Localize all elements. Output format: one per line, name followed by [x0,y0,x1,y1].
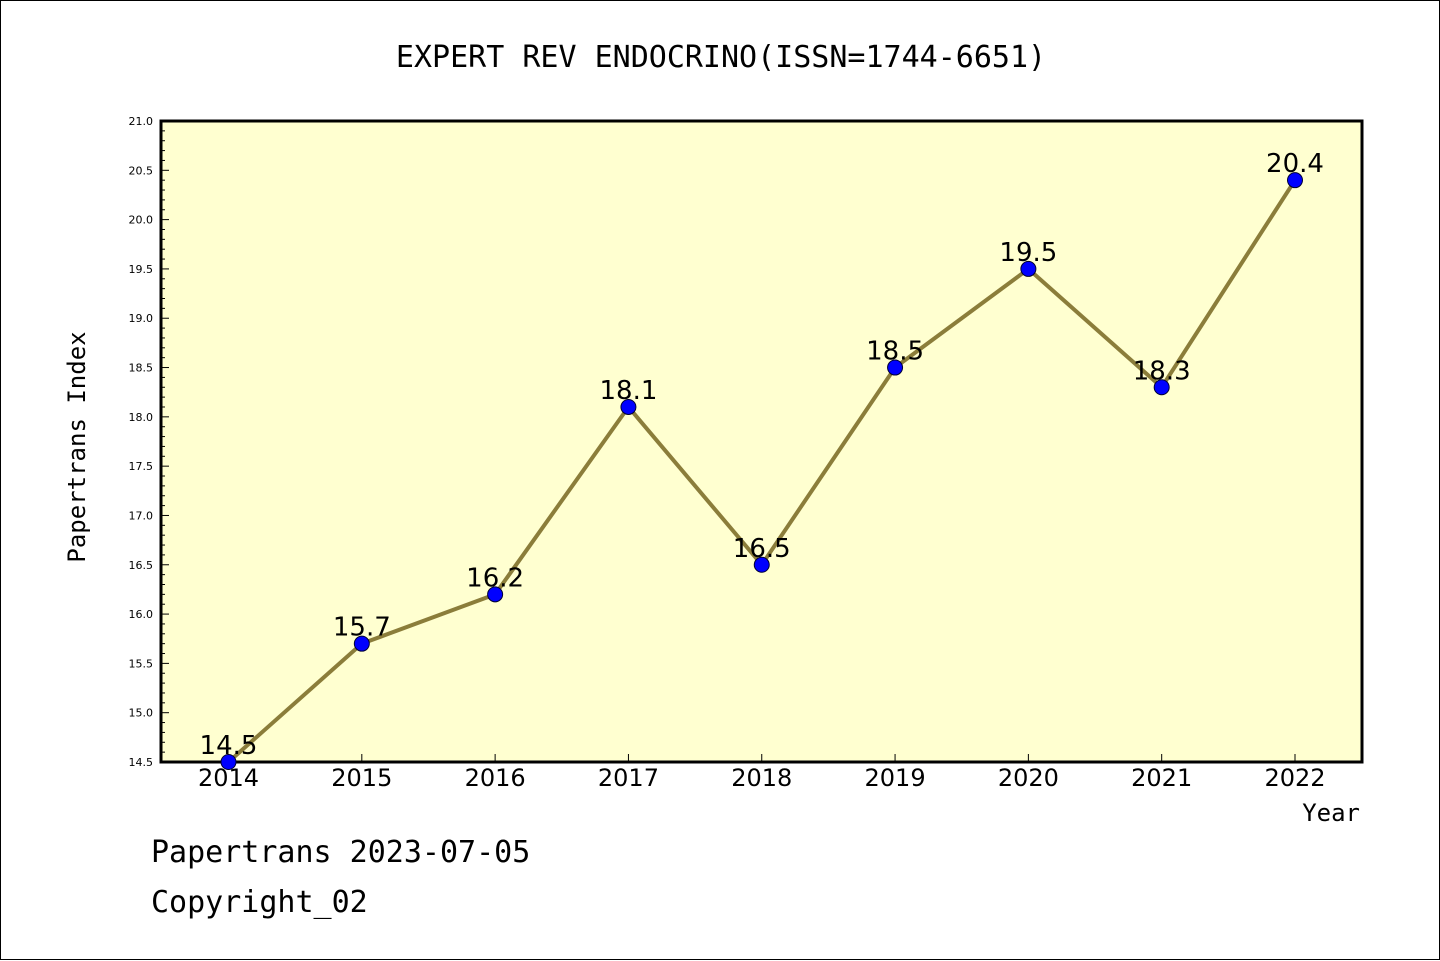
data-label: 18.3 [1133,356,1191,386]
data-labels: 14.5 15.7 16.2 18.1 16.5 18.5 19.5 18.3 20.4 [200,149,1324,761]
y-tick-label: 19.5 [129,263,154,276]
y-axis: 14.5 15.0 15.5 16.0 16.5 17.0 17.5 18.0 18.5 19.0… [129,115,169,769]
data-point [887,359,904,376]
y-tick-label: 20.0 [129,214,154,227]
data-point [487,586,504,603]
data-label: 20.4 [1266,149,1324,179]
data-label: 14.5 [200,731,258,761]
y-tick-label: 16.5 [129,559,154,572]
y-tick-label: 18.5 [129,362,154,375]
data-label: 19.5 [999,238,1057,268]
data-point [1153,379,1170,396]
plot-area [159,119,1364,764]
y-tick-label: 21.0 [129,115,154,128]
data-points [220,172,1303,770]
y-axis-label: Papertrans Index [63,331,91,562]
data-label: 16.2 [466,563,524,593]
data-label: 18.1 [599,376,657,406]
x-axis: 2014 2015 2016 2017 2018 2019 2020 2021 2022 [198,754,1326,792]
y-tick-label: 19.0 [129,312,154,325]
x-tick-label: 2021 [1131,764,1192,792]
x-tick-label: 2022 [1264,764,1325,792]
x-tick-label: 2017 [598,764,659,792]
x-tick-label: 2016 [465,764,526,792]
footer-copyright-line: Copyright_02 [151,885,368,920]
chart-title: EXPERT REV ENDOCRINO(ISSN=1744-6651) [396,40,1046,75]
x-axis-label: Year [1302,799,1360,827]
y-tick-label: 15.0 [129,707,154,720]
footer-date-line: Papertrans 2023-07-05 [151,835,531,870]
x-tick-label: 2020 [998,764,1059,792]
y-tick-label: 17.0 [129,509,154,522]
x-tick-label: 2015 [331,764,392,792]
data-point [753,556,770,573]
y-tick-label: 16.0 [129,608,154,621]
data-label: 16.5 [733,534,791,564]
data-point [620,398,637,415]
data-point [1287,172,1303,189]
x-tick-label: 2018 [731,764,792,792]
data-label: 18.5 [866,337,924,367]
data-label: 15.7 [333,613,391,643]
data-point [353,635,370,652]
y-tick-label: 15.5 [129,657,154,670]
y-tick-label: 18.0 [129,411,154,424]
y-tick-label: 17.5 [129,460,154,473]
data-point [220,754,237,770]
y-tick-label: 20.5 [129,164,154,177]
data-point [1020,260,1037,277]
x-tick-label: 2019 [865,764,926,792]
y-tick-label: 14.5 [129,756,154,769]
